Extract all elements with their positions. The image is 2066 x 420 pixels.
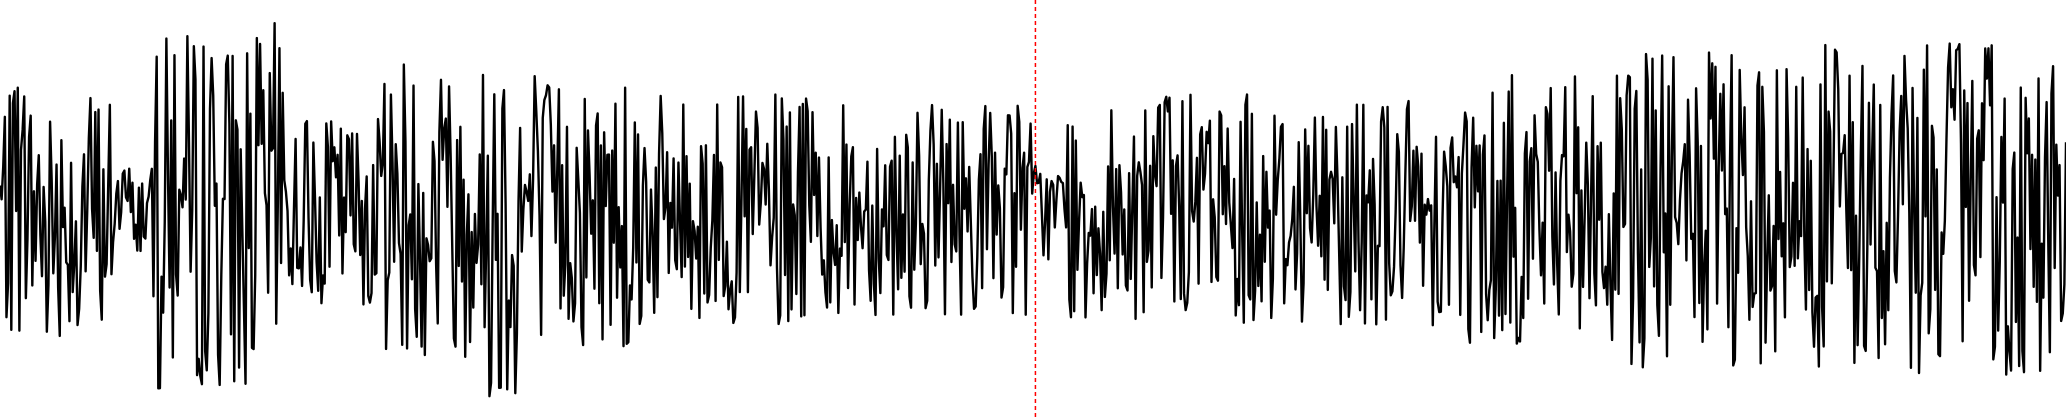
waveform-series-line	[0, 21, 2066, 398]
